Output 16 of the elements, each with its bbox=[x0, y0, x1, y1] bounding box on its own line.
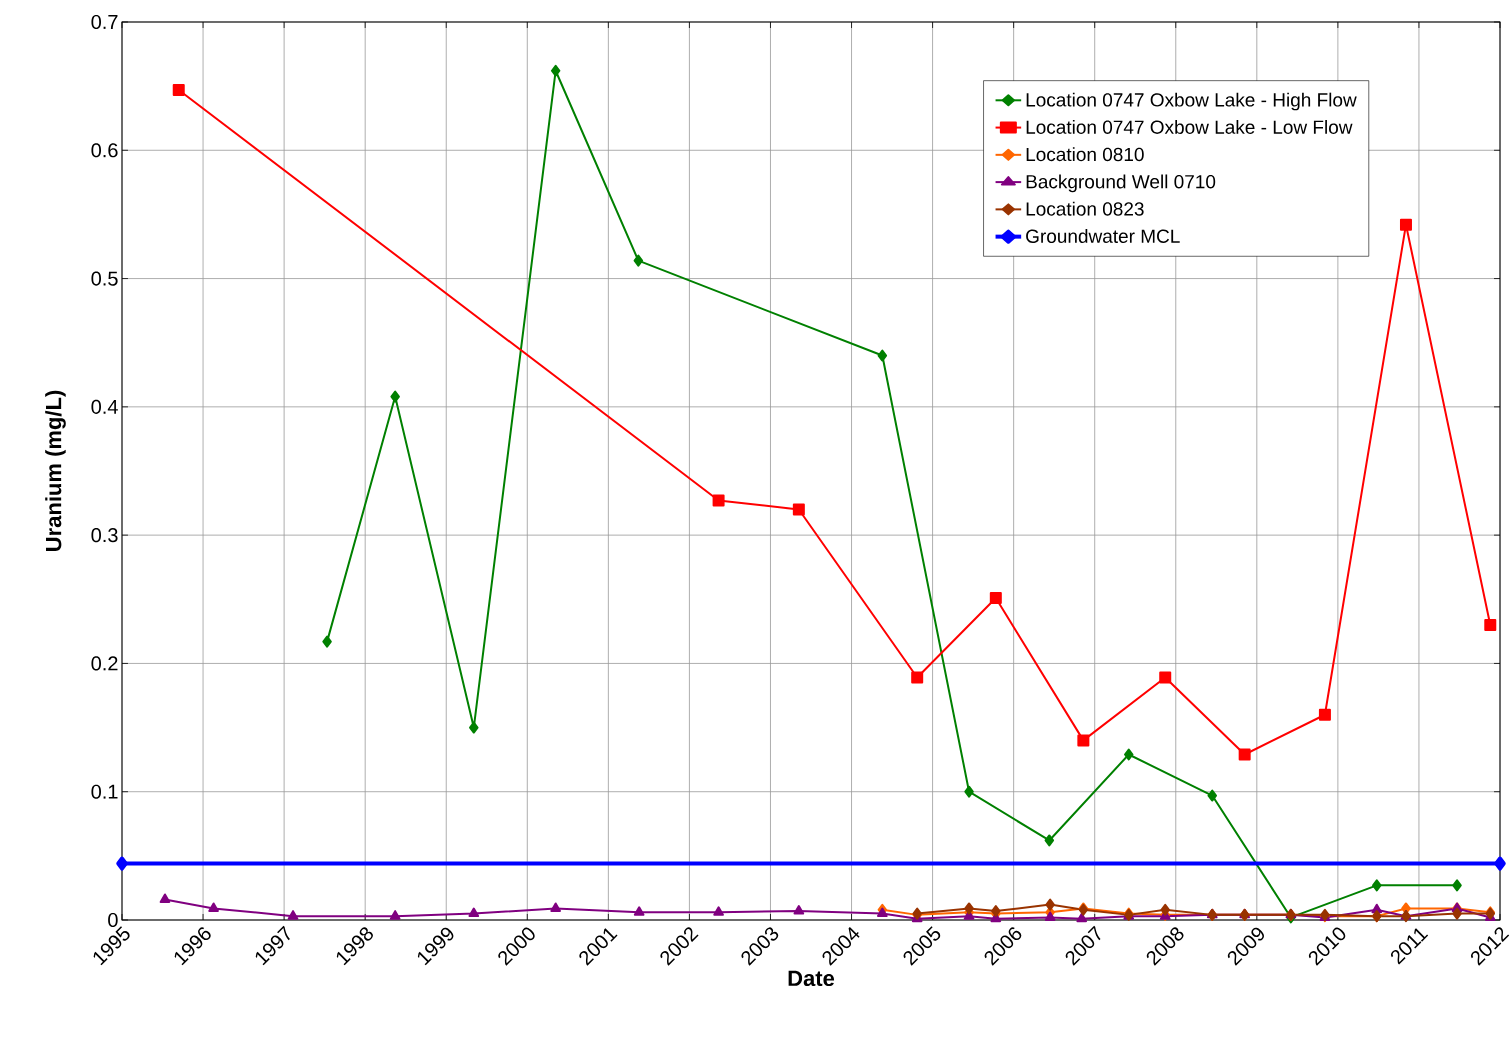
y-tick-label: 0.5 bbox=[91, 271, 118, 286]
y-tick-label: 0.2 bbox=[91, 656, 118, 671]
y-tick-label: 0 bbox=[108, 912, 118, 928]
y-tick-label: 0.1 bbox=[91, 784, 118, 799]
y-tick-label: 0.7 bbox=[91, 14, 118, 30]
legend-label: Background Well 0710 bbox=[1026, 174, 1216, 193]
legend-label: Location 0747 Oxbow Lake - High Flow bbox=[1026, 92, 1357, 111]
y-tick-label: 0.3 bbox=[91, 528, 118, 543]
x-axis-title: Date bbox=[788, 970, 835, 987]
legend-label: Location 0810 bbox=[1026, 147, 1144, 162]
y-tick-label: 0.6 bbox=[91, 143, 118, 158]
legend-label: Groundwater MCL bbox=[1026, 229, 1180, 243]
y-tick-label: 0.4 bbox=[91, 399, 118, 414]
legend-label: Location 0747 Oxbow Lake - Low Flow bbox=[1026, 119, 1353, 134]
y-axis-title: Uranium (mg/L) bbox=[45, 390, 66, 551]
legend-label: Location 0823 bbox=[1026, 201, 1144, 216]
